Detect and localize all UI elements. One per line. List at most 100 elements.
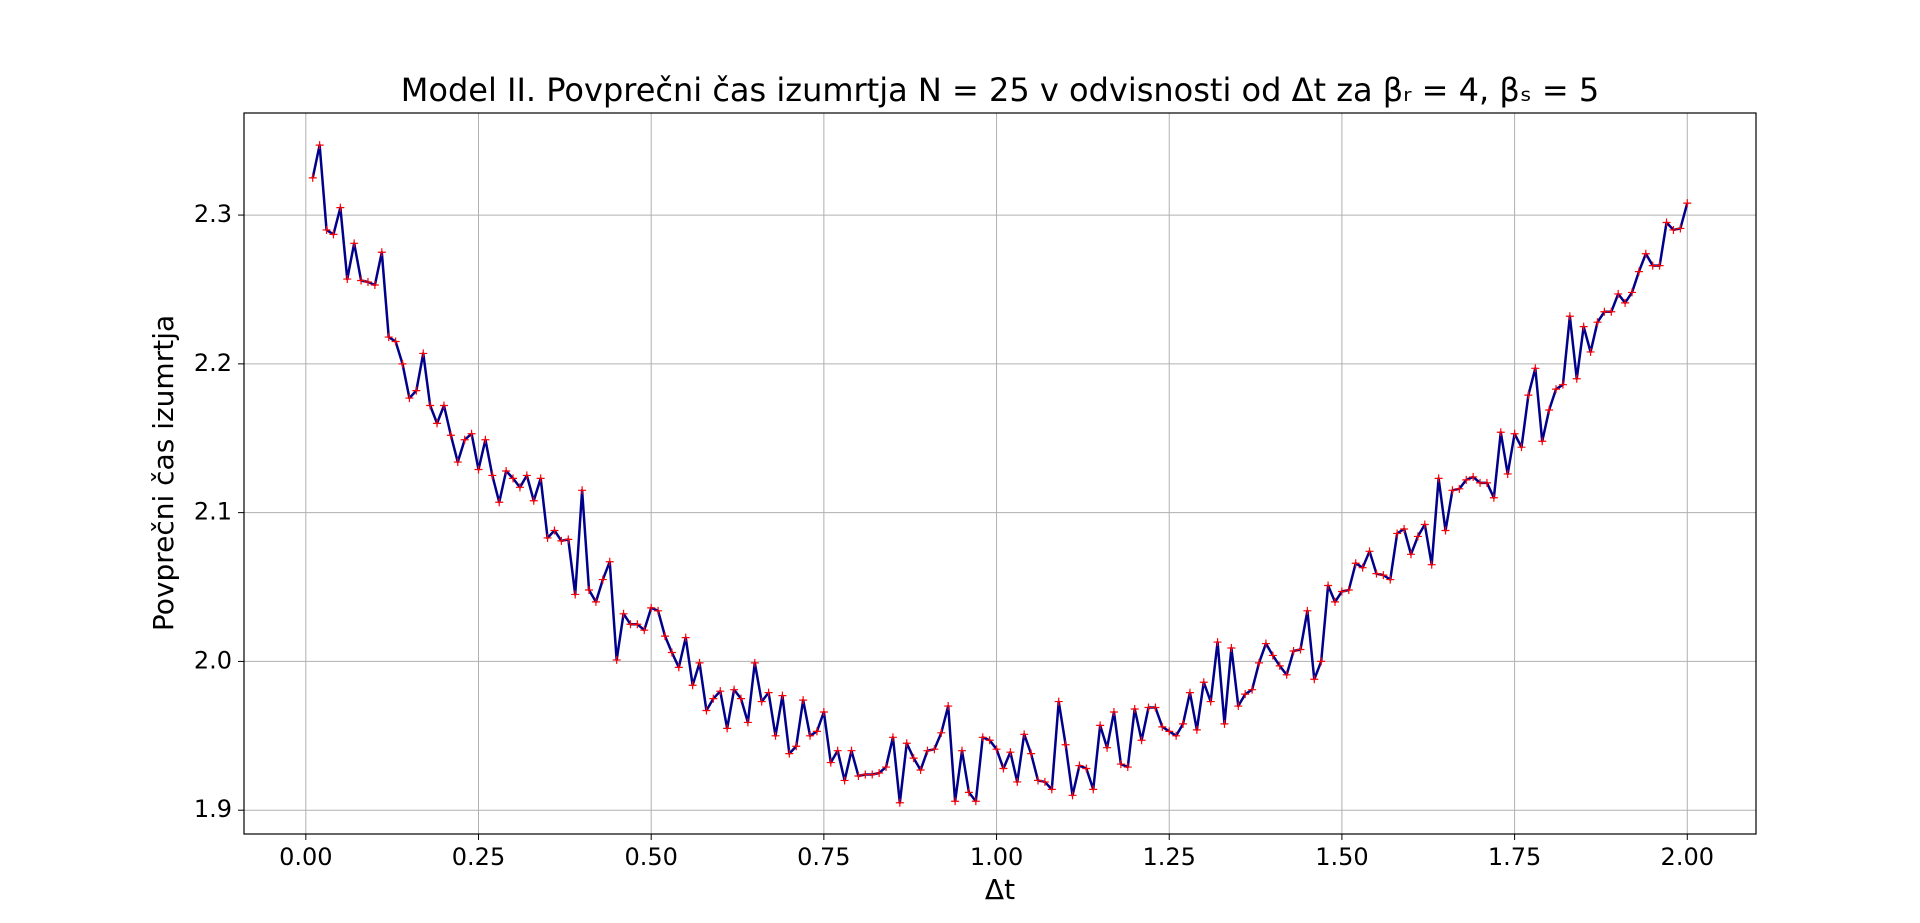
data-marker	[1600, 307, 1609, 316]
data-marker	[1503, 469, 1512, 478]
data-marker	[1565, 312, 1574, 321]
data-marker	[1331, 597, 1339, 606]
data-marker	[1248, 685, 1257, 694]
data-marker	[557, 536, 566, 545]
data-marker	[1227, 644, 1236, 653]
data-marker	[1047, 785, 1056, 794]
data-marker	[495, 498, 504, 507]
data-marker	[1116, 760, 1125, 769]
x-tick-label: 2.00	[1661, 843, 1714, 871]
data-marker	[1531, 364, 1540, 373]
data-marker	[377, 248, 386, 257]
data-marker	[799, 696, 808, 705]
data-marker	[1476, 478, 1485, 487]
data-marker	[1358, 563, 1367, 572]
data-marker	[370, 280, 379, 289]
x-tick-label: 1.75	[1488, 843, 1541, 871]
data-marker	[716, 687, 725, 696]
y-tick-label: 2.0	[194, 646, 232, 674]
data-marker	[467, 429, 476, 438]
data-marker	[1020, 730, 1029, 739]
data-marker	[1413, 532, 1422, 541]
data-marker	[1614, 289, 1623, 298]
data-marker	[1158, 722, 1167, 731]
data-marker	[937, 728, 946, 737]
data-marker	[315, 141, 324, 150]
data-marker	[1054, 697, 1063, 706]
data-marker	[1379, 571, 1388, 580]
data-marker	[1648, 261, 1657, 270]
data-marker	[764, 688, 773, 697]
data-marker	[1683, 199, 1692, 208]
data-marker	[529, 496, 538, 505]
data-marker	[1172, 731, 1181, 740]
data-marker	[1040, 777, 1049, 786]
data-marker	[1165, 727, 1174, 736]
data-marker	[1455, 484, 1464, 493]
data-marker	[1199, 678, 1208, 687]
data-marker	[488, 471, 497, 480]
data-marker	[1151, 703, 1160, 712]
data-marker	[1441, 526, 1450, 535]
data-marker	[923, 746, 932, 755]
data-marker	[1185, 688, 1194, 697]
data-marker	[1662, 218, 1671, 227]
data-marker	[1510, 429, 1519, 438]
x-tick-label: 1.00	[970, 843, 1023, 871]
data-marker	[882, 763, 891, 772]
data-marker	[1427, 560, 1436, 569]
data-marker	[792, 742, 801, 751]
data-marker	[888, 733, 897, 742]
data-marker	[785, 749, 794, 758]
data-marker	[391, 337, 400, 346]
data-marker	[688, 681, 697, 690]
data-marker	[612, 655, 621, 664]
data-marker	[439, 401, 448, 410]
data-marker	[405, 394, 414, 403]
data-marker	[1517, 443, 1526, 452]
data-marker	[1420, 520, 1429, 529]
data-marker	[854, 771, 863, 780]
data-marker	[985, 736, 994, 745]
data-marker	[1123, 763, 1132, 772]
data-marker	[875, 768, 884, 777]
data-marker	[709, 694, 718, 703]
data-marker	[626, 620, 635, 629]
data-marker	[536, 474, 545, 483]
data-marker	[1296, 645, 1305, 654]
data-marker	[426, 401, 435, 410]
data-marker	[723, 724, 732, 733]
data-marker	[1628, 288, 1637, 297]
data-marker	[1621, 298, 1630, 307]
data-marker	[647, 603, 656, 612]
data-marker	[1220, 719, 1229, 728]
data-marker	[674, 663, 683, 672]
data-marker	[1089, 785, 1098, 794]
data-marker	[847, 746, 856, 755]
data-marker	[868, 770, 877, 779]
data-marker	[1261, 639, 1270, 648]
data-marker	[1496, 428, 1505, 437]
data-marker	[1255, 658, 1264, 667]
data-marker	[419, 349, 428, 358]
data-marker	[350, 239, 359, 248]
data-marker	[550, 526, 559, 535]
data-marker	[1351, 559, 1360, 568]
data-marker	[736, 694, 745, 703]
data-marker	[895, 798, 904, 807]
data-marker	[1068, 791, 1077, 800]
data-marker	[812, 727, 821, 736]
data-marker	[1006, 748, 1015, 757]
data-marker	[384, 333, 393, 342]
data-marker	[1268, 651, 1277, 660]
data-marker	[1482, 478, 1491, 487]
data-marker	[619, 609, 628, 618]
data-marker	[992, 745, 1001, 754]
data-marker	[840, 776, 849, 785]
data-marker	[1538, 437, 1547, 446]
data-marker	[1144, 703, 1153, 712]
data-marker	[833, 746, 842, 755]
data-marker	[909, 754, 918, 763]
data-marker	[1310, 675, 1319, 684]
